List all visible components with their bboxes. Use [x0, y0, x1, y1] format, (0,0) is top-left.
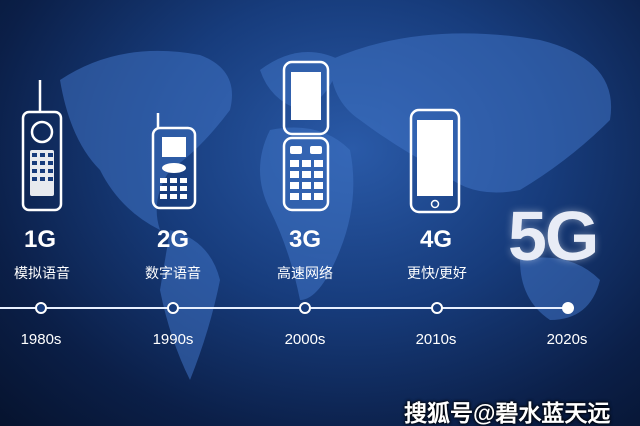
desc-3g: 高速网络 [277, 265, 333, 281]
desc-1g: 模拟语音 [14, 265, 70, 281]
generation-label-2g: 2G [156, 226, 189, 253]
timeline-dot [167, 302, 179, 314]
generation-label-4g: 4G [419, 226, 452, 253]
year-1980s: 1980s [20, 331, 62, 348]
desc-2g: 数字语音 [145, 265, 201, 281]
timeline-dot-current [562, 302, 574, 314]
timeline-dot [431, 302, 443, 314]
timeline-dot [299, 302, 311, 314]
generation-label-1g: 1G [23, 226, 56, 253]
year-1990s: 1990s [152, 331, 194, 348]
year-2000s: 2000s [284, 331, 326, 348]
desc-4g: 更快/更好 [407, 265, 467, 281]
timeline-dot [35, 302, 47, 314]
generation-label-3g: 3G [288, 226, 321, 253]
year-2020s: 2020s [546, 331, 588, 348]
watermark: 搜狐号@碧水蓝天远 [404, 400, 611, 426]
timeline-line [0, 307, 570, 309]
year-2010s: 2010s [415, 331, 457, 348]
generation-label-5g: 5G [508, 197, 599, 275]
